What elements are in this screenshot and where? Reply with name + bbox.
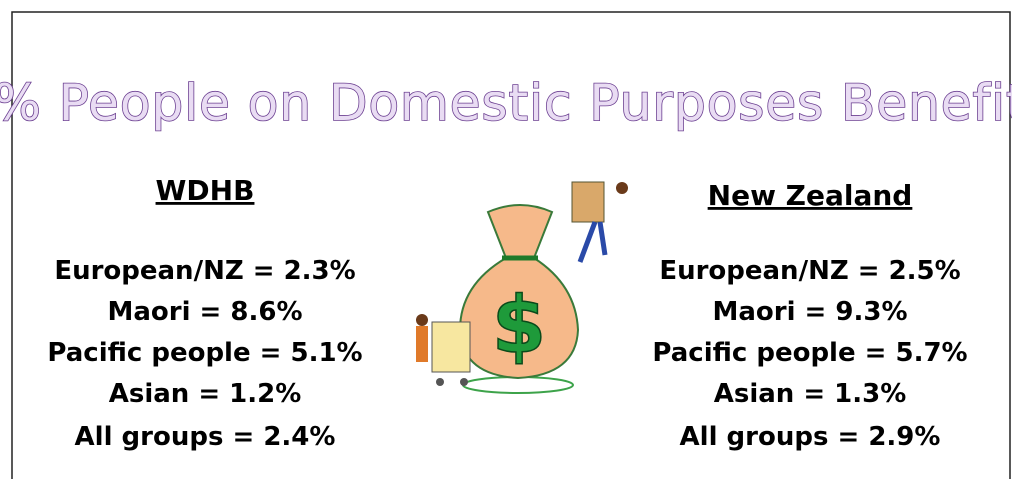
stat-line: All groups = 2.4% <box>75 422 336 452</box>
bag-neck <box>488 205 552 258</box>
stat-line: Maori = 9.3% <box>712 297 907 327</box>
stat-line: All groups = 2.9% <box>680 422 941 452</box>
person-box <box>572 182 604 222</box>
person-legs <box>580 222 605 262</box>
stat-line: Pacific people = 5.7% <box>652 338 967 368</box>
stat-line: Pacific people = 5.1% <box>47 338 362 368</box>
clipart: $ <box>416 182 628 393</box>
shopper-head <box>416 314 428 326</box>
page: % People on Domestic Purposes Benefit $ … <box>0 0 1012 479</box>
cart <box>432 322 470 372</box>
slide-title: % People on Domestic Purposes Benefit <box>0 74 1012 132</box>
bag-shadow <box>463 377 573 393</box>
cart-wheel <box>436 378 444 386</box>
dollar-sign: $ <box>492 281 546 371</box>
column-heading: New Zealand <box>708 179 913 212</box>
stat-line: Maori = 8.6% <box>107 297 302 327</box>
shopper <box>416 326 428 362</box>
stat-line: Asian = 1.3% <box>714 379 907 409</box>
stat-line: European/NZ = 2.5% <box>659 256 960 286</box>
person-head <box>616 182 628 194</box>
stat-line: Asian = 1.2% <box>109 379 302 409</box>
stat-line: European/NZ = 2.3% <box>54 256 355 286</box>
column-heading: WDHB <box>156 174 255 207</box>
slide: % People on Domestic Purposes Benefit $ … <box>0 0 1012 479</box>
cart-wheel <box>460 378 468 386</box>
